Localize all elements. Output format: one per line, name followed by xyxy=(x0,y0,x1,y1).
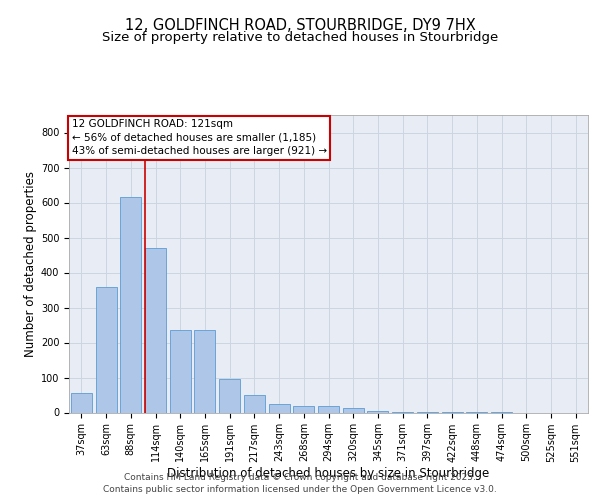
Text: 12, GOLDFINCH ROAD, STOURBRIDGE, DY9 7HX: 12, GOLDFINCH ROAD, STOURBRIDGE, DY9 7HX xyxy=(125,18,475,32)
Y-axis label: Number of detached properties: Number of detached properties xyxy=(23,171,37,357)
Bar xyxy=(145,248,166,412)
Text: Contains HM Land Registry data © Crown copyright and database right 2025.
Contai: Contains HM Land Registry data © Crown c… xyxy=(103,473,497,494)
Bar xyxy=(343,408,364,412)
Bar xyxy=(219,379,240,412)
Bar xyxy=(194,330,215,412)
Bar xyxy=(170,330,191,412)
Bar xyxy=(293,406,314,412)
Text: 12 GOLDFINCH ROAD: 121sqm
← 56% of detached houses are smaller (1,185)
43% of se: 12 GOLDFINCH ROAD: 121sqm ← 56% of detac… xyxy=(71,120,327,156)
Bar xyxy=(244,395,265,412)
Bar xyxy=(120,197,141,412)
Bar xyxy=(71,393,92,412)
Bar xyxy=(269,404,290,412)
Text: Size of property relative to detached houses in Stourbridge: Size of property relative to detached ho… xyxy=(102,31,498,44)
Bar xyxy=(95,286,116,412)
X-axis label: Distribution of detached houses by size in Stourbridge: Distribution of detached houses by size … xyxy=(167,468,490,480)
Bar xyxy=(367,411,388,412)
Bar xyxy=(318,406,339,412)
